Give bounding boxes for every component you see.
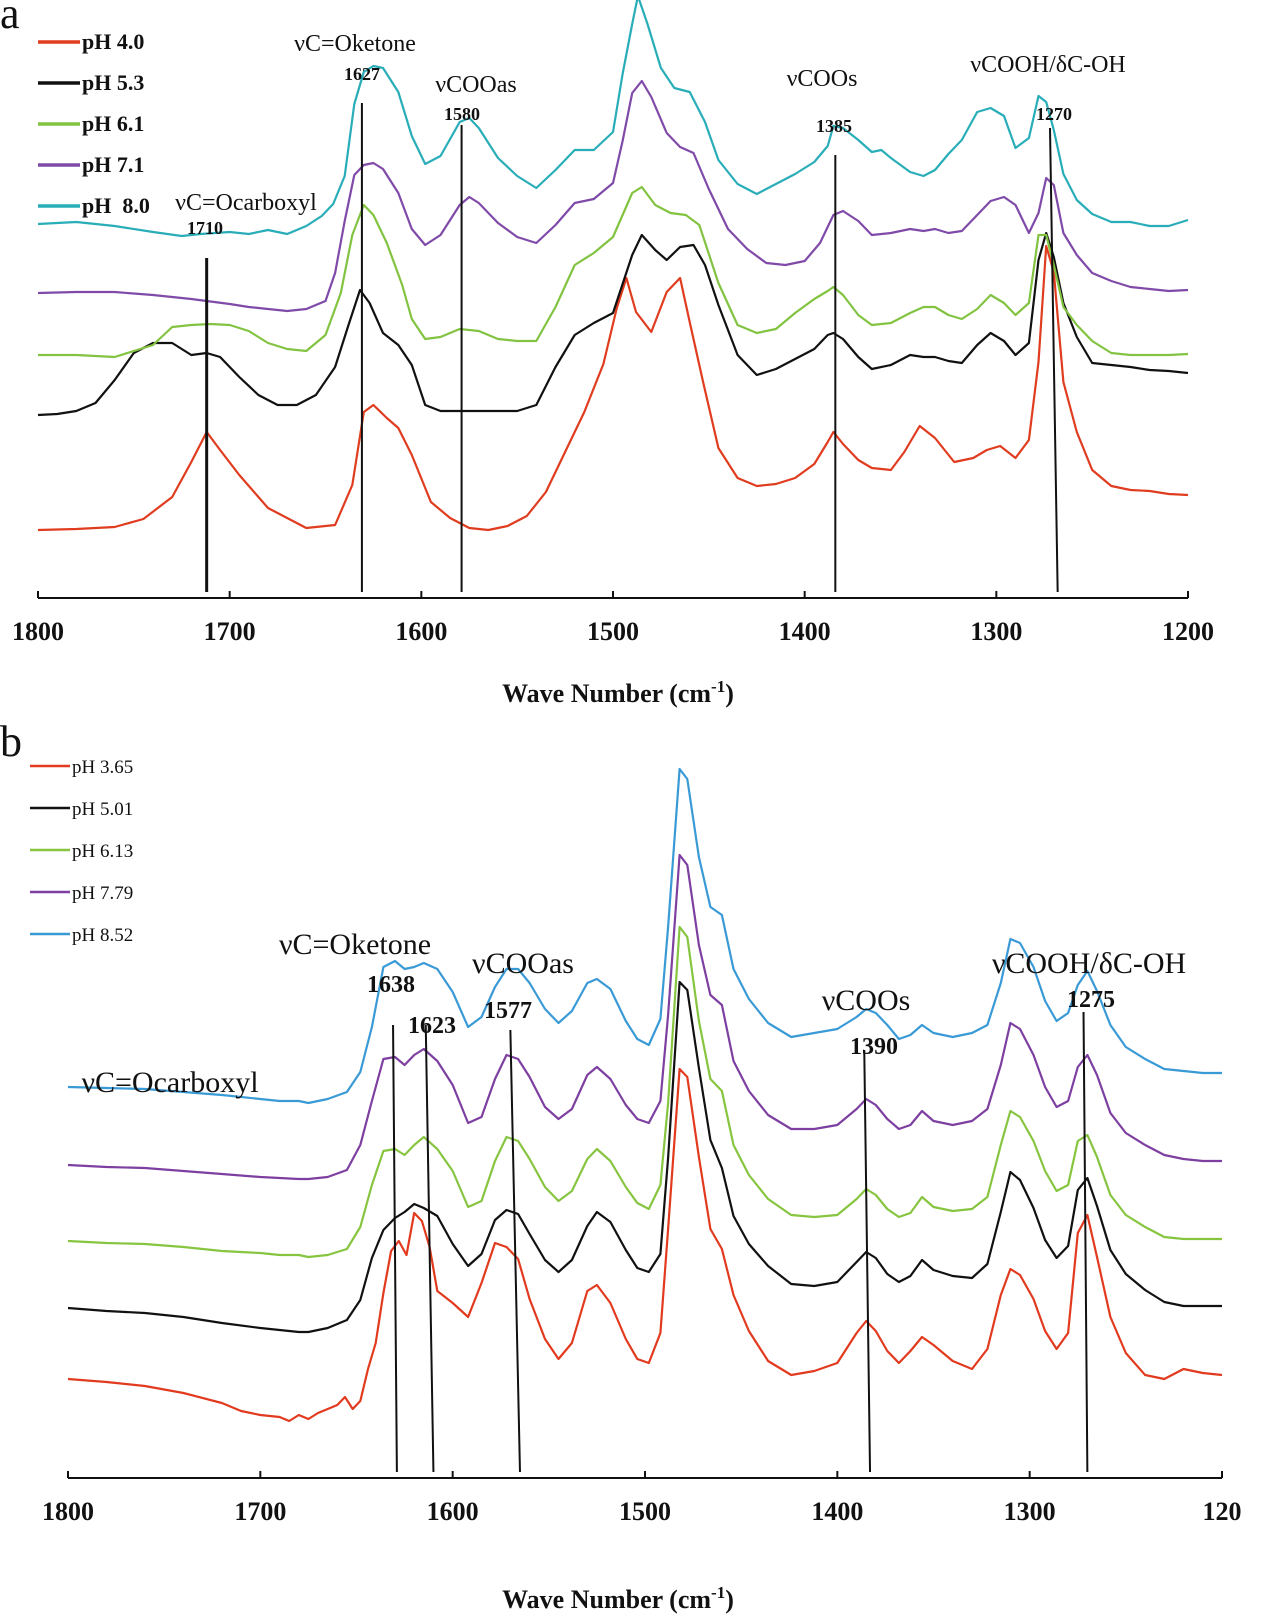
x-tick-label: 1500 <box>619 1497 671 1526</box>
peak-annotation-label: νC=Oketone <box>294 31 416 57</box>
x-tick-label: 1500 <box>587 617 639 646</box>
x-tick-label: 1200 <box>1162 617 1214 646</box>
panel-b-x-axis-title: Wave Number (cm-1) <box>502 1583 734 1614</box>
panel-a-label: a <box>0 0 20 38</box>
series-line <box>67 925 1222 1259</box>
series-line <box>67 1067 1223 1423</box>
panel-b-label: b <box>0 720 22 766</box>
panel-a-x-axis: 1800 1700 1600 1500 1400 1300 1200 <box>12 591 1214 646</box>
legend-entry: pH 7.1 <box>82 152 144 177</box>
legend-entry: pH 7.79 <box>72 883 133 904</box>
series-line <box>37 79 1189 313</box>
panel-b-chart: b 1800 1700 1600 1500 1400 1300 120 νC=Ocarbox… <box>0 720 1242 1614</box>
peak-annotation-label: νC=Oketone <box>279 928 431 961</box>
x-tick-label: 1300 <box>1004 1497 1056 1526</box>
panel-b-peak-lines <box>392 1011 1089 1473</box>
peak-marker-line <box>392 1024 398 1473</box>
legend-entry: pH 5.3 <box>82 70 144 95</box>
peak-annotation-label: νCOOas <box>435 72 517 98</box>
peak-annotation-number: 1577 <box>484 998 532 1024</box>
panel-b-series-group <box>67 767 1223 1423</box>
panel-a-chart: a 1800 1700 1600 1500 1400 1300 1200 νC=Ocarbo… <box>0 0 1214 708</box>
x-tick-label: 120 <box>1203 1497 1242 1526</box>
panel-b-x-axis: 1800 1700 1600 1500 1400 1300 120 <box>42 1471 1242 1526</box>
peak-annotation-label: νCOOas <box>472 947 574 980</box>
panel-b-annotations: νC=Ocarboxyl νC=Oketone 1638 1623 νCOOas 1577… <box>81 928 1186 1099</box>
series-line <box>67 980 1222 1334</box>
x-tick-label: 1800 <box>42 1497 94 1526</box>
peak-annotation-label: νCOOs <box>822 984 911 1017</box>
series-line <box>37 244 1189 532</box>
peak-annotation-number: 1270 <box>1036 104 1072 124</box>
peak-marker-line <box>863 1049 872 1473</box>
series-line <box>37 231 1189 417</box>
peak-annotation-label: νC=Ocarboxyl <box>81 1066 258 1099</box>
peak-annotation-number: 1638 <box>367 972 415 998</box>
peak-annotation-number: 1275 <box>1067 987 1115 1013</box>
peak-annotation-number: 1385 <box>816 116 852 136</box>
x-tick-label: 1300 <box>970 617 1022 646</box>
x-tick-label: 1600 <box>427 1497 479 1526</box>
legend-entry: pH 6.13 <box>72 841 133 862</box>
panel-a-series-group <box>37 0 1189 532</box>
x-tick-label: 1600 <box>395 617 447 646</box>
x-tick-label: 1700 <box>234 1497 286 1526</box>
peak-annotation-label: νCOOs <box>787 66 858 92</box>
x-tick-label: 1800 <box>12 617 64 646</box>
peak-annotation-number: 1390 <box>850 1034 898 1060</box>
peak-annotation-number: 1710 <box>187 218 223 238</box>
peak-annotation-label: νCOOH/δC-OH <box>970 52 1126 78</box>
legend-entry: pH 8.52 <box>72 925 133 946</box>
peak-annotation-label: νC=Ocarboxyl <box>175 190 317 216</box>
panel-a-peak-lines <box>205 103 1059 593</box>
peak-annotation-number: 1580 <box>444 104 480 124</box>
peak-marker-line <box>509 1029 521 1473</box>
series-line <box>67 767 1222 1105</box>
peak-marker-line <box>1049 127 1059 593</box>
peak-marker-line <box>424 1024 435 1473</box>
peak-marker-line <box>1082 1011 1089 1473</box>
panel-b-legend: pH 3.65 pH 5.01 pH 6.13 pH 7.79 pH 8.52 <box>30 757 133 946</box>
peak-annotation-number: 1623 <box>408 1013 456 1039</box>
x-tick-label: 1400 <box>811 1497 863 1526</box>
legend-entry: pH 3.65 <box>72 757 133 778</box>
peak-annotation-number: 1627 <box>344 64 380 84</box>
legend-entry: pH 8.0 <box>82 193 150 218</box>
peak-annotation-label: νCOOH/δC-OH <box>992 947 1186 980</box>
legend-entry: pH 6.1 <box>82 111 144 136</box>
legend-entry: pH 4.0 <box>82 29 144 54</box>
legend-entry: pH 5.01 <box>72 799 133 820</box>
series-line <box>37 0 1189 238</box>
series-line <box>38 185 1189 359</box>
panel-a-legend: pH 4.0 pH 5.3 pH 6.1 pH 7.1 pH 8.0 <box>38 29 150 218</box>
series-line <box>67 853 1222 1181</box>
panel-a-x-axis-title: Wave Number (cm-1) <box>502 677 734 708</box>
x-tick-label: 1400 <box>779 617 831 646</box>
x-tick-label: 1700 <box>204 617 256 646</box>
